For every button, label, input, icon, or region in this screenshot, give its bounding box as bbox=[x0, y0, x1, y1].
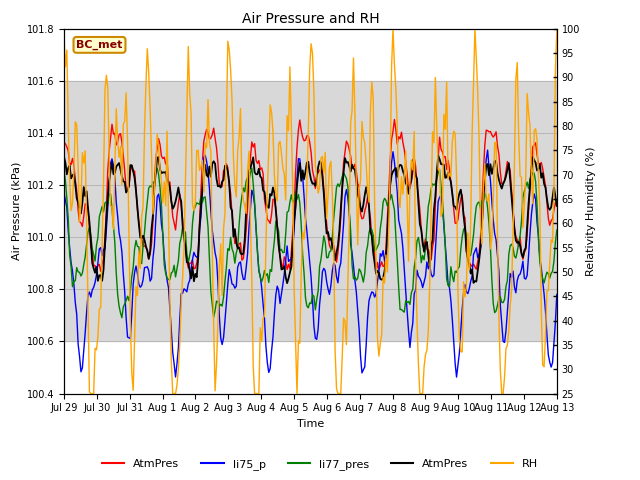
Legend: AtmPres, li75_p, li77_pres, AtmPres, RH: AtmPres, li75_p, li77_pres, AtmPres, RH bbox=[97, 455, 543, 474]
Text: BC_met: BC_met bbox=[76, 40, 123, 50]
Y-axis label: Relativity Humidity (%): Relativity Humidity (%) bbox=[586, 146, 596, 276]
Y-axis label: Air Pressure (kPa): Air Pressure (kPa) bbox=[11, 162, 21, 260]
Title: Air Pressure and RH: Air Pressure and RH bbox=[241, 12, 380, 26]
Bar bbox=[64, 81, 557, 341]
X-axis label: Time: Time bbox=[297, 419, 324, 429]
